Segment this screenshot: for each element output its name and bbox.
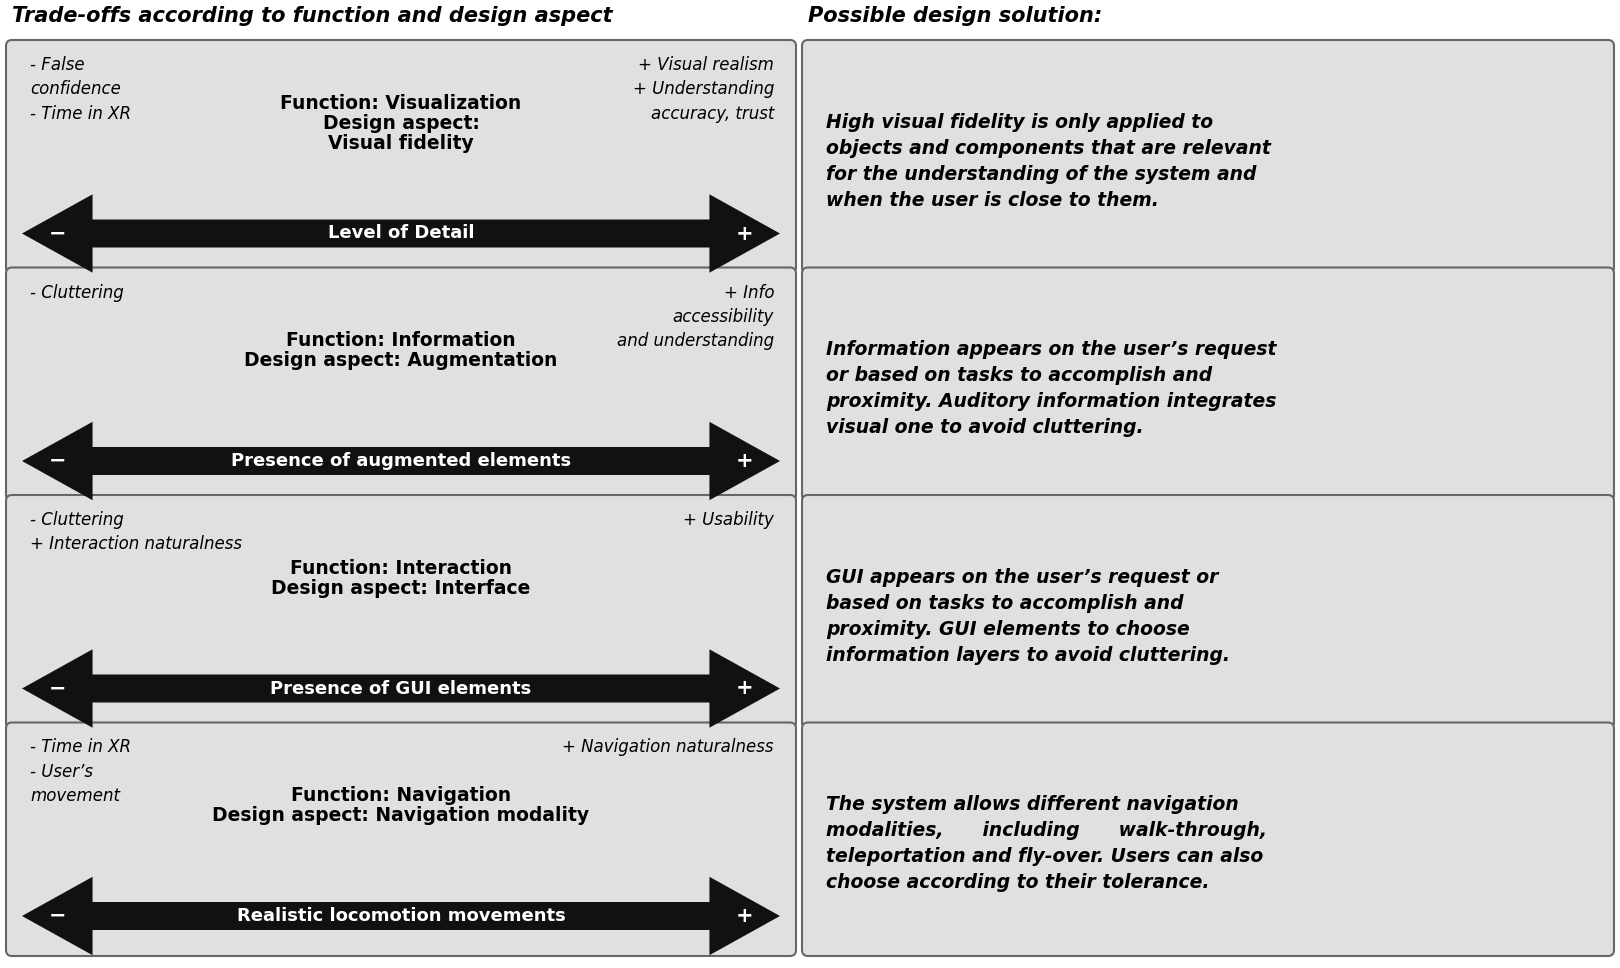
FancyBboxPatch shape (6, 40, 795, 274)
FancyBboxPatch shape (802, 267, 1614, 501)
Text: - False
confidence
- Time in XR: - False confidence - Time in XR (31, 56, 131, 123)
Text: The system allows different navigation: The system allows different navigation (826, 795, 1239, 814)
Text: proximity. Auditory information integrates: proximity. Auditory information integrat… (826, 392, 1277, 411)
Text: - Cluttering: - Cluttering (31, 284, 123, 301)
Text: + Usability: + Usability (684, 511, 774, 529)
Text: +: + (735, 906, 753, 926)
Text: +: + (735, 679, 753, 699)
Text: when the user is close to them.: when the user is close to them. (826, 191, 1158, 209)
Text: - Time in XR
- User’s
movement: - Time in XR - User’s movement (31, 739, 131, 805)
Text: for the understanding of the system and: for the understanding of the system and (826, 165, 1257, 184)
FancyBboxPatch shape (802, 495, 1614, 729)
Text: +: + (735, 224, 753, 244)
FancyBboxPatch shape (6, 722, 795, 956)
Text: Design aspect: Augmentation: Design aspect: Augmentation (245, 351, 557, 370)
Text: based on tasks to accomplish and: based on tasks to accomplish and (826, 593, 1184, 613)
Text: visual one to avoid cluttering.: visual one to avoid cluttering. (826, 418, 1144, 437)
Text: +: + (735, 451, 753, 471)
FancyBboxPatch shape (6, 495, 795, 729)
Text: −: − (49, 906, 66, 926)
Text: choose according to their tolerance.: choose according to their tolerance. (826, 873, 1210, 892)
Text: −: − (49, 679, 66, 699)
FancyBboxPatch shape (802, 40, 1614, 274)
Text: modalities,      including      walk-through,: modalities, including walk-through, (826, 821, 1267, 840)
Text: Visual fidelity: Visual fidelity (329, 134, 475, 153)
Text: Information appears on the user’s request: Information appears on the user’s reques… (826, 340, 1277, 359)
Text: GUI appears on the user’s request or: GUI appears on the user’s request or (826, 567, 1218, 587)
Text: + Info
accessibility
and understanding: + Info accessibility and understanding (617, 284, 774, 350)
Text: Level of Detail: Level of Detail (327, 225, 475, 243)
Text: or based on tasks to accomplish and: or based on tasks to accomplish and (826, 366, 1212, 385)
FancyBboxPatch shape (6, 267, 795, 501)
Text: −: − (49, 451, 66, 471)
Text: Design aspect: Interface: Design aspect: Interface (271, 579, 531, 597)
Text: objects and components that are relevant: objects and components that are relevant (826, 138, 1270, 158)
Text: High visual fidelity is only applied to: High visual fidelity is only applied to (826, 112, 1213, 132)
Polygon shape (23, 422, 779, 500)
Polygon shape (23, 877, 779, 955)
Text: −: − (49, 224, 66, 244)
Text: Design aspect:: Design aspect: (322, 113, 480, 133)
Text: Function: Navigation: Function: Navigation (292, 786, 510, 805)
Text: Function: Visualization: Function: Visualization (280, 94, 522, 112)
Text: information layers to avoid cluttering.: information layers to avoid cluttering. (826, 646, 1230, 665)
Text: Presence of augmented elements: Presence of augmented elements (232, 452, 572, 470)
Text: - Cluttering
+ Interaction naturalness: - Cluttering + Interaction naturalness (31, 511, 241, 554)
Text: + Visual realism
+ Understanding
accuracy, trust: + Visual realism + Understanding accurac… (633, 56, 774, 123)
Text: Design aspect: Navigation modality: Design aspect: Navigation modality (212, 806, 590, 825)
Polygon shape (23, 650, 779, 728)
Text: teleportation and fly-over. Users can also: teleportation and fly-over. Users can al… (826, 847, 1264, 866)
Text: Trade-offs according to function and design aspect: Trade-offs according to function and des… (11, 6, 612, 26)
Text: Realistic locomotion movements: Realistic locomotion movements (237, 907, 565, 925)
FancyBboxPatch shape (802, 722, 1614, 956)
Text: Function: Information: Function: Information (287, 331, 515, 350)
Text: Presence of GUI elements: Presence of GUI elements (271, 680, 531, 698)
Polygon shape (23, 195, 779, 273)
Text: + Navigation naturalness: + Navigation naturalness (562, 739, 774, 757)
Text: Possible design solution:: Possible design solution: (808, 6, 1102, 26)
Text: Function: Interaction: Function: Interaction (290, 559, 512, 578)
Text: proximity. GUI elements to choose: proximity. GUI elements to choose (826, 620, 1189, 639)
